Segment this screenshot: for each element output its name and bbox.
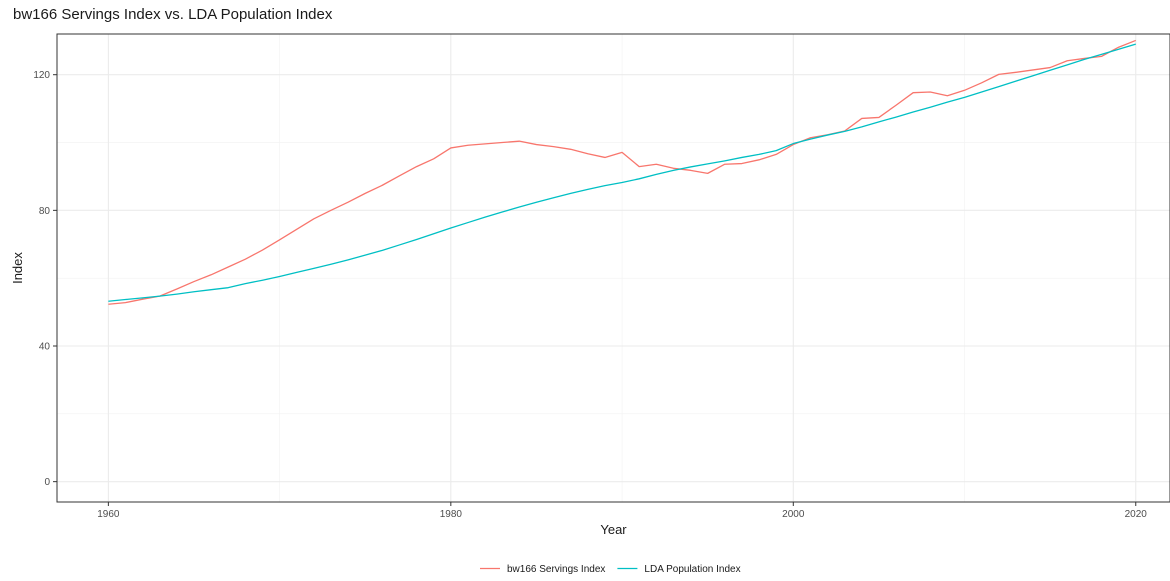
chart-title: bw166 Servings Index vs. LDA Population … (13, 6, 333, 23)
x-tick-label: 2000 (782, 509, 805, 520)
plot-panel-border (56, 33, 1170, 503)
y-axis-title: Index (10, 252, 25, 284)
legend: bw166 Servings Index LDA Population Index (480, 564, 741, 575)
x-axis-title: Year (600, 522, 627, 537)
x-tick-label: 1960 (97, 509, 120, 520)
y-tick-label: 0 (44, 477, 50, 488)
y-tick-label: 120 (33, 70, 50, 81)
legend-label-bw166-servings: bw166 Servings Index (507, 564, 605, 575)
series-lines (108, 39, 1136, 305)
legend-label-lda-population: LDA Population Index (644, 564, 740, 575)
axis-ticks: 1960 1980 2000 2020 0 40 80 120 (33, 70, 1147, 520)
bw166-servings-line (108, 39, 1136, 305)
x-tick-label: 1980 (440, 509, 463, 520)
y-tick-label: 40 (39, 342, 51, 353)
y-tick-label: 80 (39, 206, 51, 217)
grid-lines (57, 34, 1170, 502)
x-tick-label: 2020 (1125, 509, 1148, 520)
lda-population-line (108, 43, 1136, 302)
